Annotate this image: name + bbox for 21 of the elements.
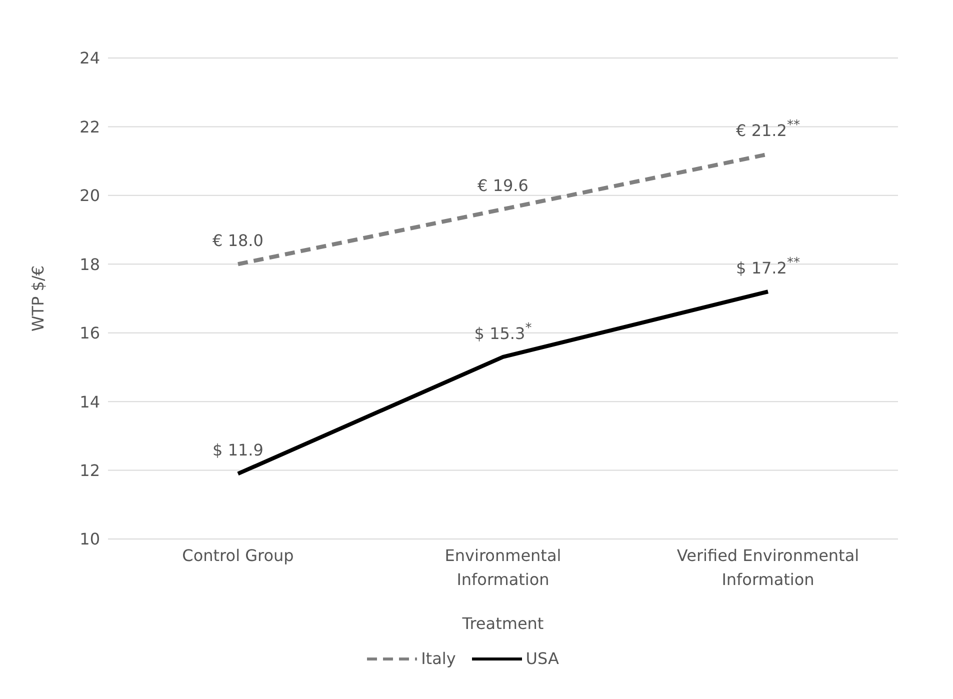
y-axis-title: WTP $/€ (28, 265, 48, 332)
y-tick-label: 12 (80, 460, 100, 480)
legend-label: Italy (420, 649, 456, 668)
x-tick-label: Verified Environmental Information (676, 546, 860, 589)
x-axis-title: Treatment (461, 614, 544, 633)
y-tick-label: 16 (80, 324, 100, 343)
data-label: € 21.2$^{**}$ (736, 118, 800, 140)
y-tick-label: 22 (80, 117, 100, 136)
x-tick-label: Control Group (182, 546, 294, 565)
y-tick-label: 20 (80, 186, 100, 206)
data-label: € 19.6 (478, 176, 528, 196)
y-tick-label: 10 (80, 530, 100, 549)
x-tick-label: Environmental Information (444, 546, 562, 589)
legend-label: USA (524, 649, 559, 668)
data-label: $ 11.9 (212, 440, 264, 460)
y-tick-label: 14 (80, 392, 100, 412)
y-tick-label: 18 (80, 254, 100, 274)
data-label: $ 17.2$^{**}$ (736, 255, 800, 278)
y-tick-label: 24 (80, 48, 100, 68)
data-label: $ 15.3$^{*}$ (474, 320, 532, 343)
data-label: € 18.0 (212, 231, 264, 250)
